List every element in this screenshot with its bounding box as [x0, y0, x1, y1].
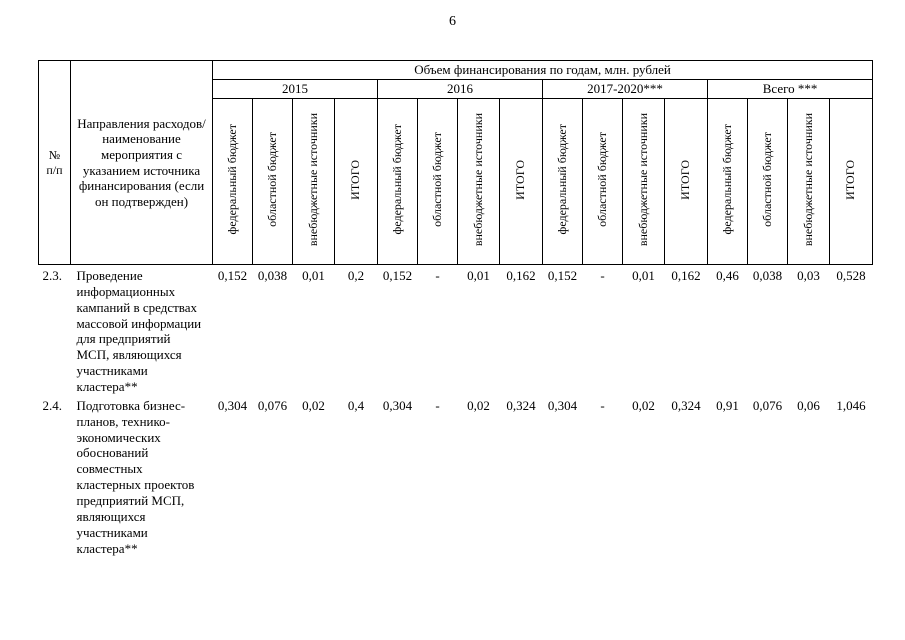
value-cell: 0,304: [547, 397, 578, 413]
value-cell: 0,324: [506, 397, 536, 413]
value-cell: -: [600, 268, 605, 283]
col-header-federal: федеральный бюджет: [212, 98, 253, 265]
rotated-label: ИТОГО: [513, 159, 528, 200]
table-row: 2.4. Подготовка бизнес-планов, технико-э…: [39, 395, 873, 557]
value-cell: 0,152: [217, 268, 248, 283]
col-header-regional: областной бюджет: [747, 98, 788, 265]
value-cell: 0,304: [382, 397, 413, 413]
value-cell: 0,324: [671, 397, 701, 413]
col-header-regional: областной бюджет: [582, 98, 623, 265]
value-cell: 0,4: [347, 397, 365, 413]
row-number: 2.4.: [42, 397, 63, 413]
header-row-sources: федеральный бюджет областной бюджет внеб…: [39, 98, 874, 265]
value-cell: 0,076: [752, 397, 783, 413]
year-group-2016: 2016: [377, 79, 543, 99]
rotated-label: внебюджетные источники: [305, 112, 320, 247]
value-cell: 0,152: [547, 268, 578, 283]
row-number: 2.3.: [42, 268, 63, 283]
value-cell: 0,162: [671, 268, 701, 283]
value-cell: 0,304: [217, 397, 248, 413]
col-header-number: № п/п: [38, 60, 71, 265]
value-cell: 0,02: [467, 397, 490, 413]
value-cell: 1,046: [836, 397, 866, 413]
col-header-extrabudget: внебюджетные источники: [292, 98, 335, 265]
value-cell: 0,03: [797, 268, 820, 283]
col-header-regional: областной бюджет: [252, 98, 293, 265]
value-cell: 0,152: [382, 268, 413, 283]
col-header-total: ИТОГО: [499, 98, 543, 265]
col-header-extrabudget: внебюджетные источники: [787, 98, 830, 265]
activity-name: Проведение информационных кампаний в сре…: [76, 268, 202, 395]
value-cell: 0,02: [632, 397, 655, 413]
value-cell: 0,528: [836, 268, 866, 283]
rotated-label: федеральный бюджет: [719, 124, 734, 235]
table-title: Объем финансирования по годам, млн. рубл…: [211, 60, 874, 80]
col-header-federal: федеральный бюджет: [377, 98, 418, 265]
year-group-2017-2020: 2017-2020***: [542, 79, 708, 99]
rotated-label: федеральный бюджет: [224, 124, 239, 235]
rotated-label: ИТОГО: [348, 159, 363, 200]
rotated-label: областной бюджет: [429, 132, 444, 227]
rotated-label: ИТОГО: [843, 159, 858, 200]
col-header-direction: Направления расходов/ наименование мероп…: [70, 60, 213, 265]
value-cell: 0,01: [302, 268, 325, 283]
activity-name: Подготовка бизнес-планов, технико-эконом…: [76, 397, 195, 556]
year-group-2015: 2015: [212, 79, 378, 99]
rotated-label: федеральный бюджет: [554, 124, 569, 235]
col-header-total: ИТОГО: [828, 98, 874, 265]
value-cell: 0,2: [347, 268, 365, 283]
value-cell: 0,06: [797, 397, 820, 413]
value-cell: 0,038: [257, 268, 288, 283]
rotated-label: областной бюджет: [264, 132, 279, 227]
value-cell: 0,02: [302, 397, 325, 413]
value-cell: -: [435, 268, 440, 283]
value-cell: 0,91: [716, 397, 739, 413]
col-header-total: ИТОГО: [334, 98, 378, 265]
value-cell: 0,46: [716, 268, 739, 283]
rotated-label: областной бюджет: [594, 132, 609, 227]
header-row-years: 2015 2016 2017-2020*** Всего ***: [39, 79, 874, 99]
col-header-extrabudget: внебюджетные источники: [622, 98, 665, 265]
rotated-label: внебюджетные источники: [470, 112, 485, 247]
value-cell: -: [600, 397, 605, 413]
value-cell: 0,162: [506, 268, 536, 283]
col-header-total: ИТОГО: [664, 98, 708, 265]
value-cell: 0,076: [257, 397, 288, 413]
rotated-label: внебюджетные источники: [800, 112, 815, 247]
year-group-total: Всего ***: [706, 79, 874, 99]
rotated-label: ИТОГО: [678, 159, 693, 200]
col-header-extrabudget: внебюджетные источники: [457, 98, 500, 265]
col-header-federal: федеральный бюджет: [707, 98, 748, 265]
header-row-title: № п/п Направления расходов/ наименование…: [38, 60, 874, 265]
rotated-label: областной бюджет: [759, 132, 774, 227]
col-header-federal: федеральный бюджет: [542, 98, 583, 265]
col-header-regional: областной бюджет: [417, 98, 458, 265]
page-number: 6: [449, 14, 456, 29]
value-cell: -: [435, 397, 440, 413]
value-cell: 0,038: [752, 268, 783, 283]
value-cell: 0,01: [632, 268, 655, 283]
financing-table: № п/п Направления расходов/ наименование…: [38, 60, 874, 557]
rotated-label: федеральный бюджет: [389, 124, 404, 235]
value-cell: 0,01: [467, 268, 490, 283]
table-row: 2.3. Проведение информационных кампаний …: [39, 265, 873, 395]
rotated-label: внебюджетные источники: [635, 112, 650, 247]
